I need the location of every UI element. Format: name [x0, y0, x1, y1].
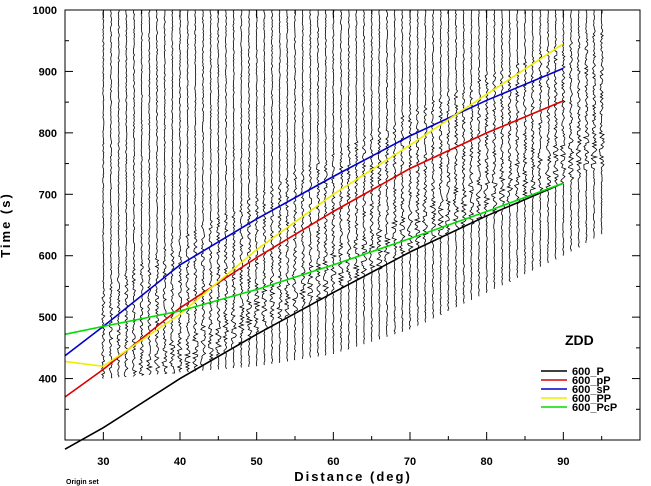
seismogram-trace [230, 9, 238, 369]
seismogram-trace [291, 9, 299, 361]
seismogram-trace [513, 9, 521, 278]
series-600-p-line [64, 182, 564, 450]
x-tick-label: 60 [327, 456, 339, 468]
seismogram-trace [491, 9, 498, 289]
seismogram-trace [559, 9, 567, 256]
seismogram-trace [222, 9, 230, 370]
seismogram-trace [101, 9, 106, 379]
seismogram-trace [413, 9, 422, 326]
x-tick-label: 50 [251, 456, 263, 468]
seismogram-trace [108, 9, 114, 379]
seismogram-trace [429, 9, 437, 319]
seismogram-trace [276, 9, 283, 363]
seismogram-trace [176, 9, 183, 373]
seismogram-trace [329, 9, 338, 355]
seismogram-trace [498, 9, 506, 286]
phase-curves [64, 43, 564, 450]
seismogram-trace [598, 9, 606, 235]
seismogram-trace [261, 9, 268, 366]
y-axis-title: Time (s) [0, 192, 13, 258]
legend-label: 600_P [572, 366, 604, 378]
station-label: ZDD [565, 332, 594, 348]
seismogram-trace [352, 9, 360, 347]
seismogram-trace [253, 9, 261, 367]
seismogram-trace [575, 9, 583, 248]
x-tick-label: 90 [557, 456, 569, 468]
x-axis-title: Distance (deg) [294, 469, 412, 484]
series-600-pcp-line [64, 182, 564, 336]
y-axis: 400 500 600 700 800 900 1000 [33, 5, 640, 441]
seismogram-trace [154, 9, 161, 375]
seismogram-trace [131, 9, 138, 377]
seismogram-trace [468, 9, 475, 301]
seismogram-trace [322, 9, 330, 356]
seismogram-trace [475, 9, 483, 297]
seismogram-trace [207, 9, 214, 371]
seismogram-trace [582, 9, 590, 244]
seismogram-trace [460, 9, 468, 304]
seismogram-trace [544, 9, 552, 264]
seismogram-trace [421, 9, 429, 323]
y-tick-label: 500 [39, 312, 57, 324]
seismogram-trace [244, 9, 253, 367]
series-600-pp-line [64, 100, 564, 398]
seismogram-trace [444, 9, 452, 312]
seismogram-trace [390, 9, 399, 335]
seismogram-trace [529, 9, 537, 271]
seismogram-trace [269, 9, 276, 364]
series-600-pp-line [64, 43, 564, 368]
seismogram-trace [299, 9, 307, 359]
seismogram-trace [345, 9, 352, 350]
seismogram-trace [590, 9, 599, 239]
legend-label: 600_pP [572, 375, 611, 387]
seismogram-trace [537, 9, 544, 267]
x-tick-label: 80 [481, 456, 493, 468]
seismogram-trace [337, 9, 345, 352]
origin-footnote: Origin set [66, 479, 99, 486]
seismogram-trace [368, 9, 376, 342]
x-tick-label: 70 [404, 456, 416, 468]
plot-frame [64, 9, 641, 441]
x-axis: 30 40 50 60 70 80 90 [64, 10, 641, 468]
seismogram-trace [184, 9, 192, 373]
seismogram-trace [214, 9, 223, 370]
seismogram-trace [360, 9, 368, 345]
legend-label: 600_PcP [572, 402, 617, 414]
y-tick-label: 900 [39, 66, 57, 78]
seismogram-trace [437, 9, 445, 316]
seismogram-trace [116, 9, 121, 378]
seismogram-trace [567, 9, 575, 252]
seismogram-trace [383, 9, 391, 337]
seismogram-trace [306, 9, 314, 358]
seismogram-trace [191, 9, 199, 372]
series-600-sp-line [64, 67, 564, 357]
y-tick-label: 800 [39, 128, 57, 140]
seismogram-trace [138, 9, 145, 376]
seismogram-trace [375, 9, 384, 340]
seismogram-trace [483, 9, 491, 293]
seismogram-trace [521, 9, 529, 275]
y-tick-label: 700 [39, 189, 57, 201]
y-tick-label: 400 [39, 374, 57, 386]
y-tick-label: 1000 [33, 5, 57, 17]
legend-label: 600_PP [572, 393, 611, 405]
seismogram-traces [101, 9, 606, 379]
seismogram-trace [283, 9, 292, 362]
seismogram-trace [452, 9, 460, 308]
seismogram-trace [237, 9, 245, 368]
seismogram-trace [315, 9, 322, 357]
seismogram-trace [506, 9, 514, 282]
seismogram-trace [398, 9, 406, 332]
legend-label: 600_sP [572, 384, 610, 396]
x-tick-label: 30 [97, 456, 109, 468]
x-tick-label: 40 [174, 456, 186, 468]
seismogram-trace [145, 9, 153, 375]
seismogram-trace [552, 9, 559, 260]
seismogram-trace [123, 9, 129, 378]
y-tick-label: 600 [39, 251, 57, 263]
seismogram-trace [200, 9, 207, 371]
